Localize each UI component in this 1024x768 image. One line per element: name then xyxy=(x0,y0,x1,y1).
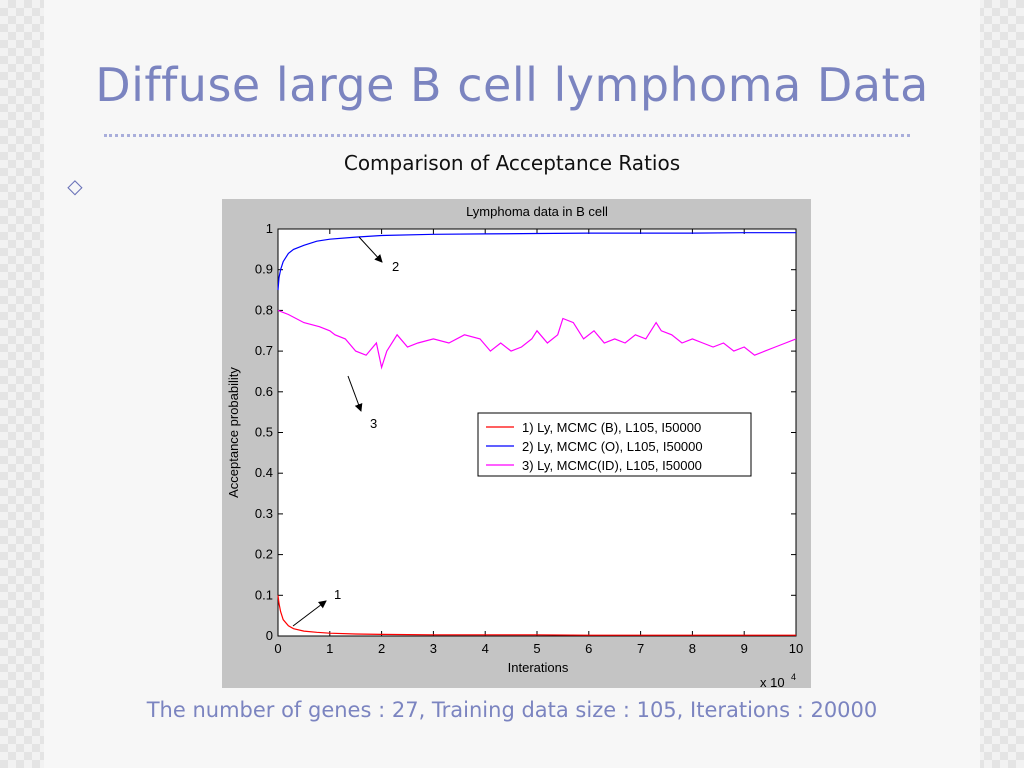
y-tick-label: 0.3 xyxy=(255,506,273,521)
y-tick-label: 0.1 xyxy=(255,587,273,602)
slide-title: Diffuse large B cell lymphoma Data xyxy=(95,58,929,112)
x-multiplier-label: x 10 xyxy=(760,675,785,688)
y-tick-label: 0.6 xyxy=(255,384,273,399)
annotation-label-3: 1 xyxy=(334,587,341,602)
series-line-2 xyxy=(277,232,796,291)
x-tick-label: 8 xyxy=(689,641,696,656)
legend-label-1: 1) Ly, MCMC (B), L105, I50000 xyxy=(522,420,701,435)
x-tick-label: 4 xyxy=(482,641,489,656)
series-line-3 xyxy=(277,309,797,370)
slide-footer: The number of genes : 27, Training data … xyxy=(146,698,878,722)
y-axis-label: Acceptance probability xyxy=(226,367,241,498)
x-tick-label: 5 xyxy=(533,641,540,656)
y-tick-label: 0 xyxy=(266,628,273,643)
x-axis-label: Interations xyxy=(508,660,569,675)
y-tick-label: 0.9 xyxy=(255,262,273,277)
y-tick-label: 0.5 xyxy=(255,425,273,440)
x-tick-label: 3 xyxy=(430,641,437,656)
diamond-bullet-icon: ◇ xyxy=(67,176,83,198)
chart-svg: 00.10.20.30.40.50.60.70.80.910 1 2 3 4 5 6 7 8 9 1… xyxy=(226,204,803,688)
x-tick-label: 2 xyxy=(378,641,385,656)
annotation-arrow-2 xyxy=(347,375,363,412)
slide: Diffuse large B cell lymphoma Data Compa… xyxy=(44,0,980,768)
legend-label-2: 2) Ly, MCMC (O), L105, I50000 xyxy=(522,439,703,454)
annotation-label-2: 3 xyxy=(370,416,377,431)
chart-figure: 0 0.1 0.2 0.3 0.4 0.5 0.6 0.7 0.8 0.9 1 0 1 2 3 4 5 6 7 8 9 1… xyxy=(222,199,811,688)
legend-label-3: 3) Ly, MCMC(ID), L105, I50000 xyxy=(522,458,702,473)
annotation-arrow-3 xyxy=(292,600,327,627)
y-tick-label: 0.8 xyxy=(255,302,273,317)
x-tick-label: 10 xyxy=(789,641,803,656)
y-tick-label: 0.7 xyxy=(255,343,273,358)
y-tick-label: 0.4 xyxy=(255,465,273,480)
x-tick-label: 6 xyxy=(585,641,592,656)
title-divider xyxy=(104,134,910,137)
chart-title: Lymphoma data in B cell xyxy=(466,204,608,219)
legend-box xyxy=(477,412,752,477)
y-tick-label: 0.2 xyxy=(255,547,273,562)
annotation-label-1: 2 xyxy=(392,259,399,274)
y-tick-label: 1 xyxy=(266,221,273,236)
annotation-arrow-1 xyxy=(358,236,383,263)
x-tick-label: 7 xyxy=(637,641,644,656)
slide-subtitle: Comparison of Acceptance Ratios xyxy=(343,151,681,175)
x-tick-label: 1 xyxy=(326,641,333,656)
x-tick-label: 0 xyxy=(274,641,281,656)
x-multiplier-exponent: 4 xyxy=(791,672,796,682)
series-line-1 xyxy=(277,595,796,636)
x-tick-label: 9 xyxy=(741,641,748,656)
